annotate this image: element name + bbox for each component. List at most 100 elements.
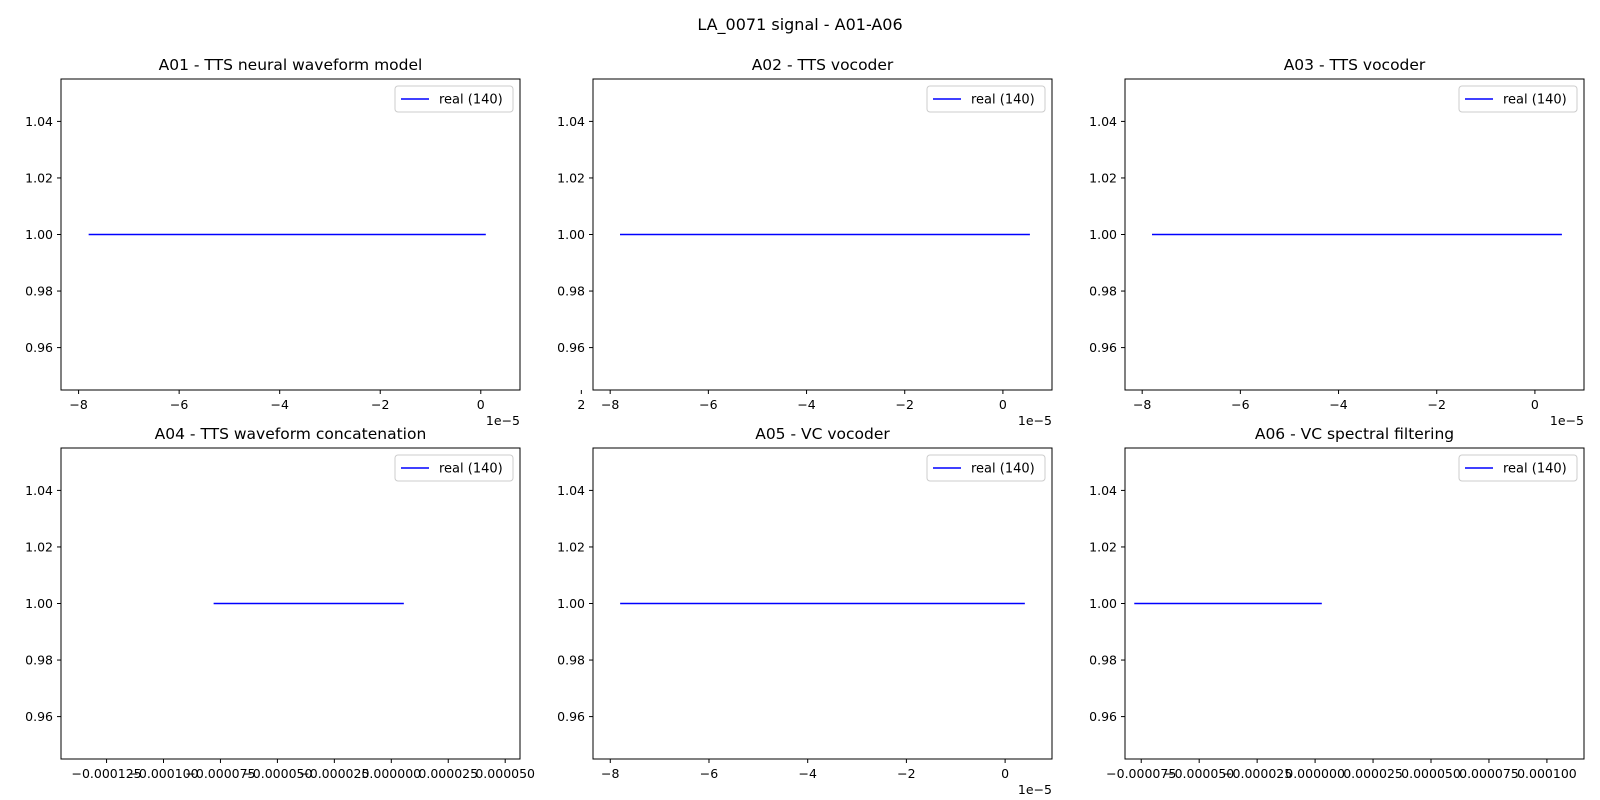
x-tick-label: −0.000125 — [71, 766, 141, 781]
y-tick-label: 0.98 — [557, 653, 585, 668]
subplot-3: A03 - TTS vocoder 0.96 0.98 1.00 1.02 1.04 −8 −… — [1089, 56, 1585, 428]
x-tick-label: −4 — [798, 766, 816, 781]
y-tick-label: 1.04 — [25, 114, 53, 129]
y-tick-label: 1.00 — [25, 227, 53, 242]
x-tick-label: 0.000075 — [1459, 766, 1519, 781]
x-tick-label: −6 — [700, 766, 718, 781]
x-tick-label: −0.000050 — [1164, 766, 1234, 781]
x-tick-label: −8 — [1133, 397, 1151, 412]
legend-label: real (140) — [1503, 93, 1567, 108]
subplot-5: A05 - VC vocoder 0.96 0.98 1.00 1.02 1.04 −8 −6… — [557, 425, 1053, 797]
legend-label: real (140) — [439, 462, 503, 477]
axes-frame — [60, 447, 521, 760]
x-tick-label: −2 — [371, 397, 389, 412]
y-tick-label: 1.02 — [557, 170, 585, 185]
legend: real (140) — [394, 85, 514, 113]
legend: real (140) — [1458, 85, 1578, 113]
y-tick-label: 1.02 — [557, 539, 585, 554]
y-tick-label: 1.04 — [1089, 114, 1117, 129]
x-tick-label: −0.000025 — [1222, 766, 1292, 781]
x-tick-label: 0 — [999, 397, 1007, 412]
axes-frame — [60, 78, 521, 391]
x-tick-label: −0.000075 — [1106, 766, 1176, 781]
y-tick-label: 0.98 — [25, 653, 53, 668]
y-tick-label: 0.96 — [25, 340, 53, 355]
legend-label: real (140) — [971, 93, 1035, 108]
subplot-title: A03 - TTS vocoder — [1284, 56, 1426, 74]
y-tick-label: 1.04 — [557, 114, 585, 129]
legend: real (140) — [394, 454, 514, 482]
x-tick-label: 2 — [577, 397, 585, 412]
y-tick-label: 0.98 — [1089, 653, 1117, 668]
x-tick-label: −8 — [601, 397, 619, 412]
x-tick-label: −0.000100 — [128, 766, 198, 781]
y-tick-label: 0.96 — [557, 709, 585, 724]
y-tick-label: 0.96 — [25, 709, 53, 724]
y-tick-label: 0.98 — [557, 284, 585, 299]
subplot-title: A02 - TTS vocoder — [752, 56, 894, 74]
subplot-2: A02 - TTS vocoder 0.96 0.98 1.00 1.02 1.04 −8 −… — [557, 56, 1053, 428]
axes-frame — [592, 78, 1053, 391]
x-tick-label: −6 — [1231, 397, 1249, 412]
x-tick-label: 0.000000 — [1285, 766, 1345, 781]
y-tick-label: 0.98 — [25, 284, 53, 299]
legend-box — [926, 85, 1046, 113]
y-tick-label: 1.00 — [1089, 596, 1117, 611]
y-tick-label: 1.02 — [25, 539, 53, 554]
y-tick-label: 1.00 — [25, 596, 53, 611]
subplot-6: A06 - VC spectral filtering 0.96 0.98 1.00 1… — [1089, 425, 1585, 781]
y-tick-label: 1.04 — [557, 483, 585, 498]
x-tick-label: −0.000050 — [242, 766, 312, 781]
x-tick-label: −8 — [601, 766, 619, 781]
x-tick-label: 0 — [477, 397, 485, 412]
x-tick-label: −8 — [69, 397, 87, 412]
x-tick-label: 0 — [1531, 397, 1539, 412]
x-tick-label: −6 — [170, 397, 188, 412]
x-tick-label: 0 — [1001, 766, 1009, 781]
subplot-4: A04 - TTS waveform concatenation 0.96 0.98… — [25, 425, 535, 781]
x-tick-label: −0.000075 — [185, 766, 255, 781]
subplot-1: A01 - TTS neural waveform model 0.96 0.98 1… — [25, 56, 585, 428]
legend: real (140) — [1458, 454, 1578, 482]
x-offset-label: 1e−5 — [1018, 782, 1052, 797]
y-tick-label: 1.02 — [25, 170, 53, 185]
y-tick-label: 1.04 — [1089, 483, 1117, 498]
x-tick-label: −0.000025 — [299, 766, 369, 781]
legend: real (140) — [926, 454, 1046, 482]
legend-box — [1458, 85, 1578, 113]
y-tick-label: 0.96 — [1089, 709, 1117, 724]
x-tick-label: −2 — [1428, 397, 1446, 412]
legend-label: real (140) — [439, 93, 503, 108]
x-tick-label: 0.000100 — [1517, 766, 1577, 781]
axes-frame — [1124, 447, 1585, 760]
x-tick-label: −2 — [896, 397, 914, 412]
x-tick-label: 0.000025 — [418, 766, 478, 781]
y-tick-label: 0.98 — [1089, 284, 1117, 299]
legend-box — [1458, 454, 1578, 482]
subplot-title: A05 - VC vocoder — [755, 425, 890, 443]
y-tick-label: 1.00 — [557, 596, 585, 611]
x-tick-label: 0.000025 — [1343, 766, 1403, 781]
subplot-title: A01 - TTS neural waveform model — [159, 56, 423, 74]
x-tick-label: 0.000000 — [361, 766, 421, 781]
x-tick-label: −6 — [699, 397, 717, 412]
x-tick-label: −4 — [1329, 397, 1347, 412]
legend-box — [394, 85, 514, 113]
axes-frame — [592, 447, 1053, 760]
y-tick-label: 1.04 — [25, 483, 53, 498]
y-tick-label: 1.02 — [1089, 539, 1117, 554]
y-tick-label: 0.96 — [1089, 340, 1117, 355]
x-tick-label: −4 — [270, 397, 288, 412]
legend-box — [394, 454, 514, 482]
y-tick-label: 1.00 — [1089, 227, 1117, 242]
y-tick-label: 1.02 — [1089, 170, 1117, 185]
x-tick-label: 0.000050 — [475, 766, 535, 781]
subplot-grid: A01 - TTS neural waveform model 0.96 0.98 1… — [25, 56, 1585, 797]
x-tick-label: −2 — [897, 766, 915, 781]
subplot-title: A04 - TTS waveform concatenation — [155, 425, 427, 443]
x-offset-label: 1e−5 — [1550, 413, 1584, 428]
x-offset-label: 1e−5 — [486, 413, 520, 428]
legend-label: real (140) — [1503, 462, 1567, 477]
figure-suptitle: LA_0071 signal - A01-A06 — [697, 15, 902, 35]
